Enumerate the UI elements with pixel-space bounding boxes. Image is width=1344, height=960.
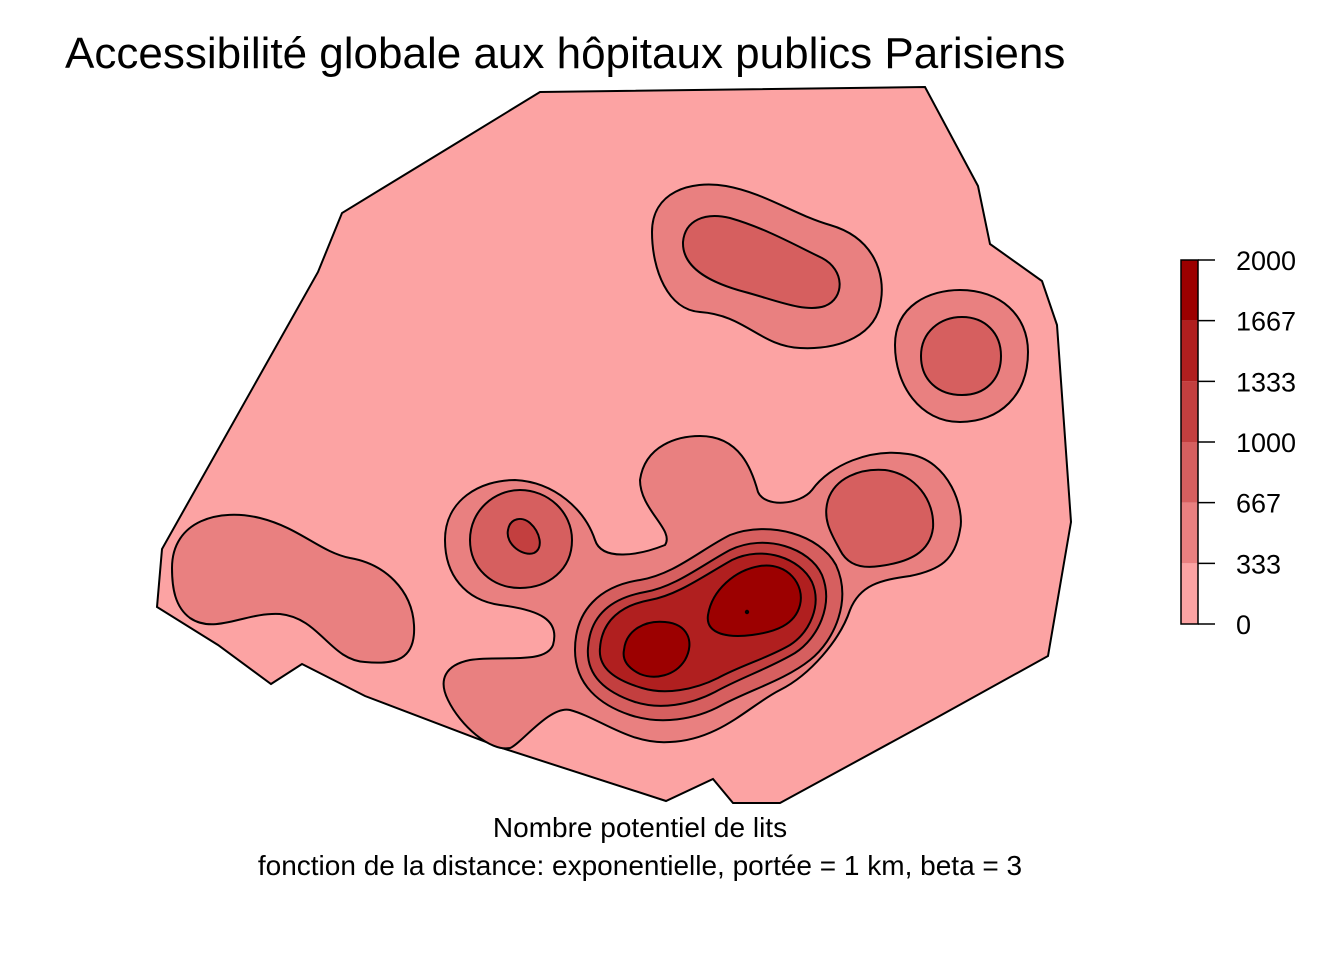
- contour-peak-5-right: [706, 564, 802, 637]
- legend-tick-label: 667: [1236, 489, 1281, 519]
- contour-east-2: [919, 315, 1003, 397]
- legend-tick-label: 1000: [1236, 428, 1296, 458]
- contour-peak-5-left: [622, 620, 691, 678]
- legend-tick-label: 1333: [1236, 367, 1296, 397]
- caption-line-2: fonction de la distance: exponentielle, …: [258, 850, 1022, 881]
- paris-map: [155, 85, 1073, 804]
- legend-swatch: [1181, 563, 1198, 624]
- legend-swatch: [1181, 502, 1198, 564]
- legend-tick-label: 1667: [1236, 307, 1296, 337]
- contour-center-west-3: [506, 517, 541, 555]
- legend-tick-label: 333: [1236, 549, 1281, 579]
- legend-tick-label: 0: [1236, 610, 1251, 640]
- legend-swatch: [1181, 320, 1198, 382]
- caption-line-1: Nombre potentiel de lits: [493, 812, 787, 843]
- legend-swatch: [1181, 260, 1198, 321]
- peak-point: [744, 609, 750, 615]
- legend-swatch: [1181, 442, 1198, 503]
- color-legend: 2000 1667 1333 1000 667 333 0: [1180, 246, 1296, 640]
- map-caption: Nombre potentiel de lits fonction de la …: [258, 812, 1022, 881]
- contour-center-east-2: [825, 468, 935, 568]
- contour-west: [170, 513, 416, 664]
- legend-swatch: [1181, 381, 1198, 442]
- legend-tick-label: 2000: [1236, 246, 1296, 276]
- map-title: Accessibilité globale aux hôpitaux publi…: [65, 29, 1065, 78]
- contour-north-2: [681, 215, 841, 309]
